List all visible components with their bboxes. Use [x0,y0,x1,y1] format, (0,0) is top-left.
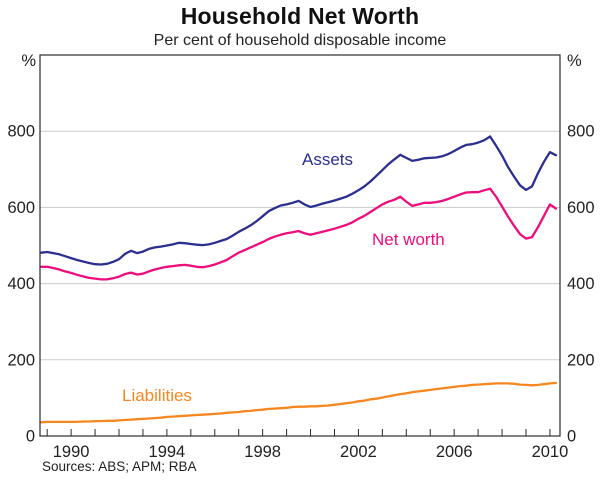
series-line-liabilities [40,381,558,424]
series-label-liabilities: Liabilities [122,386,192,405]
chart-subtitle: Per cent of household disposable income [153,32,447,49]
series-line-assets [40,135,558,266]
sources-note: Sources: ABS; APM; RBA [42,459,197,474]
y-tick-label-right-0: 0 [567,428,576,446]
y-tick-label-left-0: 0 [26,428,35,446]
y-tick-label-left-200: 200 [7,351,35,369]
y-tick-label-right-400: 400 [567,275,595,293]
y-tick-label-left-600: 600 [7,199,35,217]
x-tick-label-2010: 2010 [532,443,569,461]
series-line-net-worth [40,187,558,281]
x-tick-label-2002: 2002 [340,443,377,461]
y-tick-label-right-600: 600 [567,199,595,217]
y-axis-unit-left: % [21,52,36,70]
y-tick-label-right-800: 800 [567,123,595,141]
plot-frame [39,54,561,437]
y-tick-label-right-200: 200 [567,351,595,369]
x-tick-label-1998: 1998 [244,443,281,461]
y-tick-label-left-800: 800 [7,123,35,141]
chart-title: Household Net Worth [180,3,420,29]
x-tick-label-2006: 2006 [436,443,473,461]
x-tick-label-1994: 1994 [149,443,186,461]
y-tick-label-left-400: 400 [7,275,35,293]
series-label-assets: Assets [302,150,354,169]
series-label-net-worth: Net worth [372,230,445,249]
y-axis-unit-right: % [567,52,582,70]
x-tick-label-1990: 1990 [53,443,90,461]
